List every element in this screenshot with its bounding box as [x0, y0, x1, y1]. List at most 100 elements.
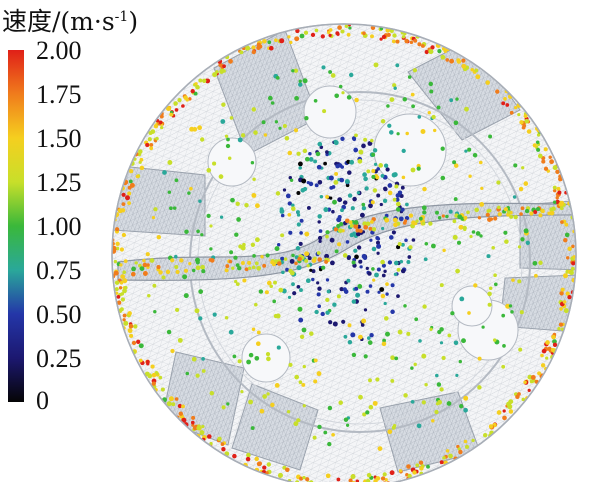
particle: [159, 114, 164, 119]
particle: [441, 214, 445, 218]
particle: [371, 246, 377, 252]
particle: [115, 227, 120, 232]
legend-title: 速度/(m·s-1): [2, 2, 138, 37]
particle: [563, 238, 568, 243]
particle: [371, 267, 375, 271]
particle: [540, 353, 544, 358]
particle: [368, 284, 373, 288]
particle: [240, 133, 246, 138]
particle: [209, 441, 213, 446]
particle: [334, 249, 339, 254]
particle: [197, 125, 202, 131]
particle: [376, 267, 381, 272]
particle: [147, 373, 153, 379]
particle: [427, 111, 431, 115]
particle: [184, 229, 189, 234]
particle: [482, 432, 488, 438]
particle: [532, 143, 537, 148]
particle: [348, 72, 354, 78]
particle: [419, 466, 424, 471]
lifter-blade-bottom-center: [231, 383, 319, 471]
particle: [379, 37, 383, 41]
particle: [347, 193, 353, 198]
particle: [458, 224, 464, 230]
particle: [119, 247, 124, 252]
particle: [555, 169, 560, 175]
particle: [508, 304, 513, 308]
particle: [328, 320, 333, 325]
particle: [304, 116, 309, 121]
particle: [299, 476, 304, 481]
particle: [196, 425, 201, 431]
particle: [254, 302, 258, 307]
particle: [540, 363, 546, 368]
particle: [298, 166, 302, 170]
particle: [439, 387, 444, 392]
particle: [533, 209, 538, 215]
particle: [355, 292, 361, 298]
particle: [295, 28, 300, 34]
particle: [145, 142, 150, 148]
particle: [200, 264, 205, 270]
particle: [384, 478, 388, 482]
particle: [285, 193, 291, 199]
particle: [337, 25, 342, 30]
particle: [138, 343, 144, 349]
particle: [302, 78, 308, 84]
particle: [346, 255, 351, 261]
particle: [387, 190, 393, 196]
particle: [351, 136, 357, 141]
particle: [381, 34, 387, 40]
particle: [509, 214, 514, 219]
particle: [235, 263, 240, 267]
particle: [395, 63, 400, 68]
particle: [559, 206, 564, 211]
particle: [192, 425, 198, 431]
particle: [209, 224, 213, 228]
particle: [458, 359, 462, 364]
particle: [237, 266, 242, 271]
particle: [371, 227, 377, 232]
particle: [502, 415, 507, 421]
particle: [291, 253, 295, 258]
particle: [353, 147, 359, 153]
particle: [316, 292, 321, 297]
particle: [470, 68, 474, 72]
particle: [540, 209, 545, 214]
particle: [428, 49, 434, 55]
particle: [256, 265, 262, 271]
particle: [496, 180, 501, 185]
particle: [119, 281, 124, 285]
particle: [149, 258, 155, 263]
particle: [217, 436, 222, 442]
particle: [461, 338, 466, 344]
particle: [380, 119, 386, 124]
particle: [373, 478, 378, 482]
particle: [334, 93, 340, 99]
particle: [225, 264, 230, 269]
particle: [324, 259, 329, 264]
particle: [191, 268, 196, 273]
particle: [335, 163, 340, 169]
particle: [345, 183, 350, 188]
particle: [252, 254, 256, 258]
particle: [188, 261, 192, 266]
particle: [328, 33, 332, 38]
particle: [331, 209, 335, 214]
particle: [471, 438, 475, 443]
particle: [314, 309, 319, 315]
particle: [393, 86, 397, 90]
particle: [289, 258, 295, 264]
particle: [122, 288, 127, 294]
particle: [519, 120, 524, 125]
particle: [299, 334, 305, 339]
particle: [485, 212, 490, 217]
particle: [251, 107, 257, 112]
particle: [244, 267, 249, 272]
particle: [512, 195, 517, 199]
particle: [455, 97, 459, 101]
particle: [193, 91, 198, 96]
particle: [230, 197, 235, 203]
particle: [165, 269, 171, 275]
particle: [361, 143, 366, 149]
